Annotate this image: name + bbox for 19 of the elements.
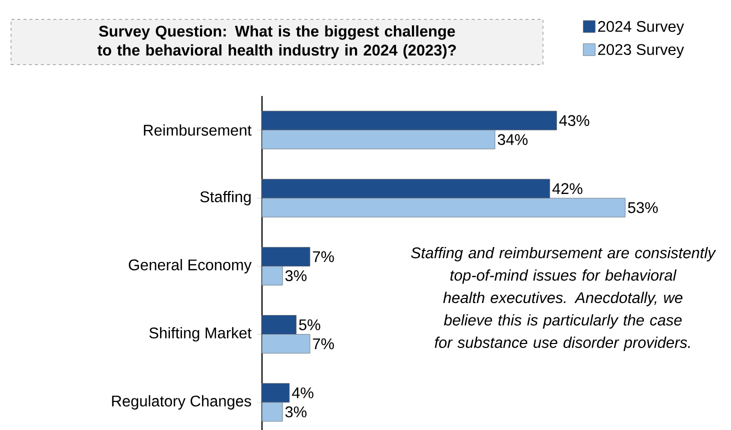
data-label: 5%: [299, 319, 320, 330]
chart-title: Survey Question: What is the biggest challenge to the behavioral health industry in 2024 (2023)?: [97, 25, 456, 59]
data-label: 3%: [285, 270, 307, 282]
y-tick-label: Staffing: [200, 190, 251, 206]
annotation: Staffing and reimbursement are consistently top-of-mind issues for behavioral health executives. Anecdotally, we believe this is particularly the case for substance use disorder providers.: [411, 246, 716, 352]
data-label: 34%: [498, 134, 528, 146]
y-tick-label: Regulatory Changes: [112, 395, 252, 410]
legend-label: 2023 Survey: [598, 44, 684, 58]
data-label: 3%: [285, 406, 307, 418]
data-label: 43%: [559, 115, 590, 126]
data-label: 7%: [312, 338, 334, 350]
legend-label: 2024 Survey: [598, 20, 684, 35]
data-label: 4%: [292, 387, 314, 398]
y-tick-label: Shifting Market: [149, 327, 252, 342]
data-label: 42%: [552, 183, 582, 194]
data-label: 7%: [312, 251, 334, 262]
y-tick-label: General Economy: [128, 259, 252, 274]
y-tick-label: Reimbursement: [144, 124, 252, 136]
data-label: 53%: [628, 202, 658, 214]
